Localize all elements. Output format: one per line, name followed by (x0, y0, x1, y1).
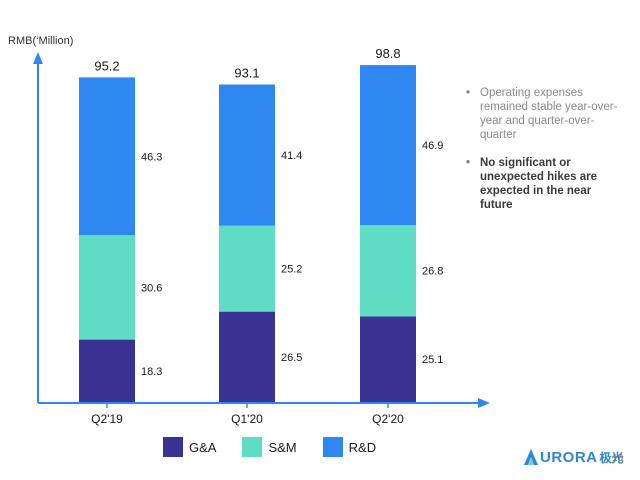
bullet-no-hikes: • No significant or unexpected hikes are… (466, 156, 626, 212)
bar-segment-g-a-q1-20 (219, 311, 275, 402)
bar-segment-s-m-q1-20 (219, 225, 275, 312)
data-label-r-d-q1-20: 41.4 (281, 150, 302, 162)
aurora-logo-icon (524, 449, 538, 465)
legend-swatch-sm (242, 437, 263, 457)
data-label-r-d-q2-20: 46.9 (422, 140, 443, 152)
data-label-r-d-q2-19: 46.3 (141, 151, 162, 163)
legend-swatch-rd (322, 437, 343, 457)
legend-item-ga: G&A (163, 437, 216, 457)
bar-segment-r-d-q1-20 (219, 84, 275, 226)
y-axis-label: RMB(‘Million) (8, 35, 73, 47)
bar-segment-g-a-q2-19 (79, 339, 135, 402)
bullet-dot: • (466, 87, 471, 99)
total-label-q2-20: 98.8 (375, 46, 400, 61)
data-label-s-m-q2-19: 30.6 (141, 282, 162, 294)
bar-segment-r-d-q2-20 (360, 65, 416, 226)
legend-label: R&D (348, 439, 377, 455)
bar-segment-s-m-q2-20 (360, 225, 416, 317)
commentary-bullets: • Operating expenses remained stable yea… (466, 86, 626, 226)
stacked-bar-chart: RMB(‘Million) 18.3 30.6 46.3 95.2 26.5 25.2 41… (8, 35, 490, 426)
legend-item-rd: R&D (322, 437, 377, 457)
data-label-s-m-q1-20: 25.2 (281, 264, 302, 276)
bar-segment-s-m-q2-19 (79, 235, 135, 340)
x-tick-label-q2-19: Q2'19 (91, 412, 123, 426)
bullet-opex-stable: • Operating expenses remained stable yea… (466, 86, 626, 142)
logo-chinese-text: 极光 (599, 450, 624, 465)
page-number: 10 (612, 453, 624, 464)
bullet-text: Operating expenses remained stable year-… (480, 87, 618, 141)
y-axis-arrow (33, 52, 43, 64)
data-label-s-m-q2-20: 26.8 (422, 266, 443, 278)
legend-label: G&A (189, 439, 217, 455)
chart-legend: G&A S&M R&D (163, 437, 402, 457)
x-tick-label-q1-20: Q1'20 (231, 412, 263, 426)
data-label-g-a-q2-19: 18.3 (141, 366, 162, 378)
bar-segment-r-d-q2-19 (79, 77, 135, 236)
data-label-g-a-q2-20: 25.1 (422, 354, 443, 366)
data-label-g-a-q1-20: 26.5 (281, 352, 302, 364)
aurora-logo: URORA 极光 (523, 448, 624, 466)
legend-swatch-ga (163, 437, 183, 457)
logo-text: URORA (540, 448, 598, 466)
total-label-q1-20: 93.1 (234, 66, 259, 81)
x-tick-label-q2-20: Q2'20 (372, 412, 404, 426)
bullet-dot: • (466, 157, 471, 169)
x-axis-arrow (478, 398, 490, 408)
legend-item-sm: S&M (242, 437, 297, 457)
bullet-text: No significant or unexpected hikes are e… (480, 157, 597, 211)
legend-label: S&M (268, 439, 297, 455)
bar-segment-g-a-q2-20 (360, 316, 416, 402)
total-label-q2-19: 95.2 (94, 58, 119, 73)
